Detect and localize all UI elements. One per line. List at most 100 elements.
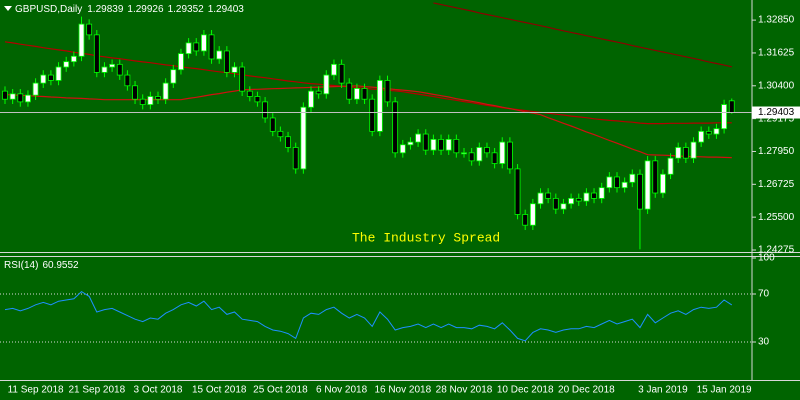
candle-body [376,80,383,132]
candle-body [606,176,613,189]
candle-body [124,74,131,87]
y-tick-label: 1.24275 [758,245,795,256]
candle-body [705,130,712,135]
candle-body [170,69,177,84]
x-tick-label: 28 Nov 2018 [436,385,493,396]
candle-body [25,94,31,103]
symbol-title: GBPUSD,Daily [15,4,82,15]
candle-body [17,93,24,103]
y-tick-label: 1.25500 [758,212,795,223]
header-high: 1.29926 [127,4,164,15]
rsi-line [4,290,733,342]
candle-body [323,74,330,95]
candle-body [721,104,727,130]
candle-body [32,82,39,96]
rsi-header: RSI(14) 60.9552 [4,260,79,271]
y-tick-label: 1.30400 [758,80,795,91]
candle-body [262,101,269,119]
candle-body [438,139,444,151]
candle-body [575,197,582,202]
candle-body [545,192,552,199]
candle-body [453,139,460,154]
candle-body [537,192,544,205]
candle-body [132,85,138,100]
candle-body [568,197,574,205]
candle-body [621,181,628,189]
candle-body [422,133,429,151]
candle-body [552,197,559,210]
candle-body [728,100,735,113]
candle-body [239,66,246,92]
rsi-current: 60.9552 [42,260,79,271]
x-tick-label: 15 Jan 2019 [697,385,752,396]
candle-body [369,98,376,132]
candle-body [629,173,636,183]
candle-body [484,147,490,154]
candle-body [461,152,467,155]
candle-body [78,23,85,57]
candle-body [70,55,77,63]
candle-body [614,176,620,189]
candle-body [415,133,422,143]
candle-body [40,74,47,84]
y-tick-label: 1.26725 [758,179,795,190]
candle-body [231,66,238,73]
candle-body [331,63,337,76]
candle-body [583,192,590,202]
candle-body [300,106,307,170]
candle-body [698,130,705,143]
candle-body [223,50,230,73]
candle-body [637,173,643,210]
candle-body [346,82,353,100]
candle-body [246,90,253,97]
header-low: 1.29352 [168,4,205,15]
candle-body [178,53,184,71]
candle-body [93,34,100,73]
y-tick-label: 1.27950 [758,146,795,157]
candle-body [690,141,697,159]
candle-body [185,42,192,55]
x-tick-label: 3 Oct 2018 [134,385,183,396]
candle-body [55,66,62,81]
y-tick-label: 1.29175 [758,113,795,124]
rsi-title: RSI(14) [4,260,38,271]
chart-header: GBPUSD,Daily 1.29839 1.29926 1.29352 1.29403 [15,4,244,15]
x-tick-label: 11 Sep 2018 [8,385,64,396]
candle-body [254,96,261,103]
candle-body [308,90,314,108]
candle-body [48,74,54,81]
candle-body [216,50,223,60]
candle-body [384,80,391,103]
moving-average-line [433,2,732,68]
candle-body [116,63,123,76]
header-close: 1.29403 [208,4,245,15]
candle-body [514,168,521,215]
candle-body [598,187,605,199]
candle-body [338,63,345,84]
x-tick-label: 3 Jan 2019 [638,385,688,396]
candle-body [101,66,108,73]
candle-body [162,82,169,100]
candle-body [208,34,215,60]
candle-body [285,136,291,148]
candle-body [147,96,154,105]
candle-body [476,147,483,162]
candle-body [591,192,597,199]
candle-body [9,93,16,100]
candle-body [315,90,322,95]
candle-body [155,96,161,100]
x-tick-label: 6 Nov 2018 [316,385,368,396]
candle-body [522,214,529,226]
candle-body [399,144,406,154]
annotation: The Industry Spread [352,230,500,245]
x-tick-label: 10 Dec 2018 [497,385,554,396]
candle-body [277,130,284,138]
candle-body [200,34,207,52]
candle-body [468,152,475,162]
moving-average-line [4,41,732,125]
y-tick-label: 70 [758,289,770,300]
candle-body [407,141,414,146]
x-tick-label: 15 Oct 2018 [192,385,247,396]
header-open: 1.29839 [87,4,124,15]
